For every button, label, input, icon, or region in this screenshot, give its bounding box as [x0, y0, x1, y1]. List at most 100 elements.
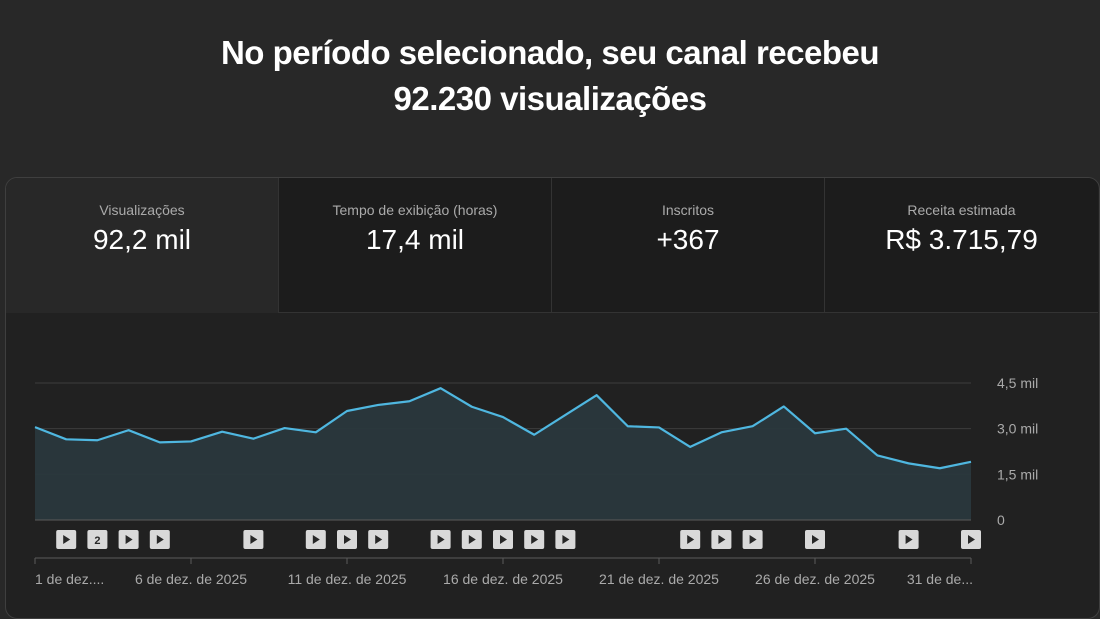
data-point: [752, 425, 754, 427]
y-tick-label: 4,5 mil: [997, 375, 1038, 391]
play-icon: [63, 535, 71, 544]
play-icon: [344, 535, 351, 544]
video-marker[interactable]: [524, 530, 545, 549]
data-point: [783, 405, 785, 407]
video-marker[interactable]: [56, 530, 77, 549]
play-icon: [125, 535, 133, 544]
data-point: [408, 400, 410, 402]
video-marker[interactable]: [149, 530, 170, 549]
data-point: [346, 410, 348, 412]
data-point: [939, 467, 941, 469]
data-point: [252, 438, 254, 440]
x-tick-label: 1 de dez....: [35, 571, 104, 587]
tab-revenue-value: R$ 3.715,79: [885, 224, 1038, 255]
headline: No período selecionado, seu canal recebe…: [0, 30, 1100, 122]
x-tick-label: 31 de de...: [907, 571, 973, 587]
data-point: [814, 432, 816, 434]
views-area: [35, 388, 971, 520]
data-point: [96, 439, 98, 441]
play-icon: [687, 535, 695, 544]
tab-watch-time[interactable]: Tempo de exibição (horas) 17,4 mil: [279, 178, 552, 313]
play-icon: [468, 535, 476, 544]
views-chart: 4,5 mil 3,0 mil 1,5 mil 0 2 1 de dez.... 6 de …: [34, 375, 1038, 587]
data-point: [221, 431, 223, 433]
play-icon: [968, 535, 975, 544]
data-point: [970, 461, 972, 463]
play-icon: [156, 535, 164, 544]
video-marker[interactable]: [711, 530, 732, 549]
play-icon: [749, 535, 757, 544]
play-icon: [500, 535, 507, 544]
video-marker-box: [87, 530, 108, 549]
x-tick-label: 11 de dez. de 2025: [288, 571, 407, 587]
tab-views-label: Visualizações: [99, 202, 185, 218]
data-point: [502, 416, 504, 418]
tab-watch-time-label: Tempo de exibição (horas): [332, 202, 498, 218]
video-marker[interactable]: [805, 530, 825, 549]
video-marker[interactable]: [243, 530, 264, 549]
play-icon: [812, 535, 819, 544]
video-marker[interactable]: [493, 530, 513, 549]
headline-line-2: 92.230 visualizações: [393, 80, 707, 117]
video-marker[interactable]: [430, 530, 451, 549]
data-point: [720, 431, 722, 433]
data-point: [908, 462, 910, 464]
tab-views-value: 92,2 mil: [92, 224, 192, 255]
data-point: [284, 427, 286, 429]
play-icon: [562, 535, 570, 544]
play-icon: [437, 535, 445, 544]
data-point: [596, 394, 598, 396]
video-marker[interactable]: [555, 530, 576, 549]
y-tick-label: 0: [997, 512, 1005, 528]
headline-line-1: No período selecionado, seu canal recebe…: [220, 34, 880, 71]
data-point: [564, 414, 566, 416]
data-point: [377, 404, 379, 406]
video-marker-count: 2: [94, 535, 100, 547]
data-point: [658, 426, 660, 428]
x-tick-label: 21 de dez. de 2025: [599, 571, 719, 587]
data-point: [876, 454, 878, 456]
data-point: [440, 387, 442, 389]
data-point: [689, 446, 691, 448]
tab-revenue[interactable]: Receita estimada R$ 3.715,79: [825, 178, 1098, 313]
video-marker[interactable]: [680, 530, 701, 549]
data-point: [627, 425, 629, 427]
y-tick-label: 1,5 mil: [997, 466, 1038, 482]
data-point: [128, 429, 130, 431]
tab-watch-time-value: 17,4 mil: [365, 224, 465, 255]
data-point: [159, 441, 161, 443]
tab-revenue-label: Receita estimada: [907, 202, 1016, 218]
video-marker[interactable]: [305, 530, 326, 549]
data-point: [533, 434, 535, 436]
data-point: [190, 440, 192, 442]
video-marker[interactable]: [898, 530, 919, 549]
y-tick-label: 3,0 mil: [997, 421, 1038, 437]
play-icon: [250, 535, 258, 544]
data-point: [845, 428, 847, 430]
video-marker[interactable]: [118, 530, 139, 549]
tab-subscribers-label: Inscritos: [661, 202, 715, 218]
play-icon: [375, 535, 383, 544]
x-tick-label: 16 de dez. de 2025: [443, 571, 563, 587]
video-marker[interactable]: [461, 530, 482, 549]
data-point: [315, 431, 317, 433]
data-point: [34, 426, 36, 428]
play-icon: [905, 535, 913, 544]
data-point: [471, 406, 473, 408]
play-icon: [531, 535, 539, 544]
x-tick-label: 6 de dez. de 2025: [135, 571, 247, 587]
video-marker[interactable]: 2: [87, 530, 108, 549]
x-tick-label: 26 de dez. de 2025: [755, 571, 875, 587]
play-icon: [312, 535, 320, 544]
tab-subscribers[interactable]: Inscritos +367: [552, 178, 825, 313]
video-marker[interactable]: [961, 530, 981, 549]
data-point: [65, 438, 67, 440]
video-marker[interactable]: [337, 530, 357, 549]
metric-tabs: Visualizações 92,2 mil Tempo de exibição…: [6, 178, 1099, 313]
video-marker[interactable]: [742, 530, 763, 549]
tab-subscribers-value: +367: [656, 224, 720, 255]
play-icon: [718, 535, 726, 544]
views-line: [34, 387, 972, 470]
tab-views[interactable]: Visualizações 92,2 mil: [6, 178, 279, 313]
video-marker[interactable]: [368, 530, 389, 549]
